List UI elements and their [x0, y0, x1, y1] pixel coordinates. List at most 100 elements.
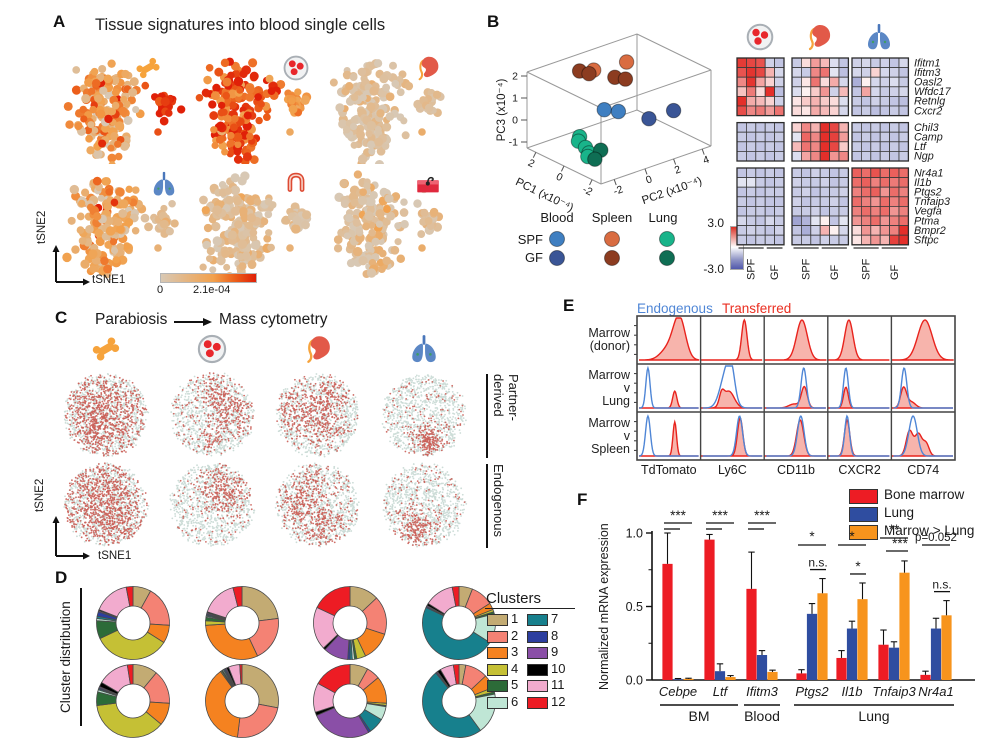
- tsne2-label-c: tSNE2: [34, 478, 46, 512]
- panel-c-grid: [60, 372, 472, 548]
- cluster-swatch-6: [487, 697, 508, 709]
- partner-derived-bar: [486, 374, 488, 458]
- lung-icon: [153, 171, 175, 196]
- svg-text:-2: -2: [612, 183, 625, 197]
- bar-legend-label-2: Marrow > Lung: [884, 523, 975, 538]
- panel-a-tsne-grid: [62, 52, 522, 290]
- tsne-plot-lung: [62, 168, 190, 288]
- bone-icon: [136, 57, 160, 79]
- tsne-plot-blood: [194, 52, 322, 166]
- cluster-distribution-label: Cluster distribution: [58, 601, 73, 713]
- expression-heatmap: SPF GF SPF GF SPF GF Ifitm1Ifitm3Oasl2Wfdc17Re…: [736, 23, 952, 280]
- endogenous-bar: [486, 464, 488, 548]
- svg-text:SPF: SPF: [746, 258, 758, 280]
- panel-a-label: A: [53, 12, 66, 31]
- cytometry-plot-partner-derived-blood: [170, 372, 255, 457]
- panel-a-title: Tissue signatures into blood single cell…: [95, 16, 386, 34]
- svg-text:Sftpc: Sftpc: [914, 235, 939, 247]
- cluster-swatch-9: [527, 647, 548, 660]
- tsne-svg-lung: [62, 171, 179, 288]
- clusters-legend-rule: [485, 608, 575, 609]
- tsne-svg-kidney: [329, 56, 445, 182]
- heat-colorbar-min: -3.0: [703, 262, 724, 276]
- svg-text:0: 0: [554, 171, 565, 184]
- cytometry-plot-partner-derived-kidney: [275, 373, 359, 458]
- panel-c-title-left: Parabiosis: [95, 311, 168, 328]
- svg-text:PC3 (x10⁻⁴): PC3 (x10⁻⁴): [496, 78, 508, 141]
- svg-text:-1: -1: [509, 137, 518, 149]
- cytometry-plot-partner-derived-bone-marrow: [63, 372, 150, 458]
- legend-col-lung: Lung: [648, 210, 678, 225]
- tsne-svg-intestine: [199, 171, 312, 281]
- histogram-row-label-1: Marrow v Lung: [588, 367, 630, 408]
- tsne-svg-blood: [195, 55, 312, 166]
- cluster-swatch-1: [487, 614, 508, 626]
- clusters-legend-title: Clusters: [486, 590, 542, 607]
- cluster-label-1: 1: [511, 611, 519, 626]
- blood-icon: [283, 55, 309, 81]
- svg-text:Ltf: Ltf: [914, 141, 927, 153]
- svg-text:4: 4: [702, 154, 712, 167]
- partner-derived-label: Partner-derived: [491, 374, 521, 421]
- cluster-swatch-7: [527, 614, 548, 626]
- heat-colorbar-max: 3.0: [707, 216, 724, 230]
- intestine-icon: [287, 172, 305, 192]
- cytometry-plot-endogenous-blood: [169, 462, 256, 547]
- svg-text:Retnlg: Retnlg: [914, 96, 945, 108]
- blood-icon: [746, 23, 774, 51]
- cytometry-plot-endogenous-lung: [382, 462, 468, 548]
- svg-text:Ifitm3: Ifitm3: [914, 67, 940, 79]
- bone-icon: [92, 337, 120, 361]
- panel-b-heatmap: SPF GF SPF GF SPF GF Ifitm1 Ifitm3 Oasl2 Wfdc17 Re…: [735, 18, 999, 305]
- cytometry-histogram-grid: TdTomato Ly6C CD11b CXCR2 CD74: [634, 315, 956, 477]
- cytometry-plot-endogenous-bone-marrow: [63, 462, 150, 547]
- svg-text:2: 2: [512, 71, 518, 83]
- cluster-label-7: 7: [551, 611, 559, 626]
- cluster-label-12: 12: [551, 694, 566, 709]
- cluster-swatch-10: [527, 663, 548, 676]
- donut-endogenous-kidney: [313, 664, 387, 738]
- panel-e-row-labels: Marrow (donor) Marrow v Lung Marrow v Spleen: [552, 316, 630, 466]
- tsne1-label-a: tSNE1: [92, 274, 126, 286]
- cytometry-plot-partner-derived-lung: [381, 374, 467, 458]
- cluster-label-8: 8: [551, 627, 559, 643]
- kidney-icon: [808, 25, 831, 51]
- transferred-legend-label: Transferred: [722, 301, 792, 316]
- cluster-swatch-12: [527, 697, 548, 709]
- y-axis-label-f: Normalized mRNA expression: [597, 523, 611, 691]
- expression-colorbar: [160, 273, 257, 283]
- svg-text:Ifitm1: Ifitm1: [914, 57, 940, 69]
- svg-text:SPF: SPF: [801, 258, 813, 280]
- panel-f-legend: Bone marrow Lung Marrow > Lung: [849, 487, 999, 545]
- endogenous-label: Endogenous: [491, 464, 506, 538]
- svg-text:Vegfa: Vegfa: [914, 206, 942, 218]
- tsne-svg-skin: [333, 170, 444, 290]
- svg-text:Ngp: Ngp: [914, 151, 934, 163]
- cluster-swatch-11: [527, 680, 548, 693]
- svg-text:1: 1: [512, 93, 518, 105]
- histogram-row-label-2: Marrow v Spleen: [588, 415, 630, 456]
- cluster-label-3: 3: [511, 644, 519, 660]
- panel-c-icons: [60, 332, 480, 368]
- endogenous-legend-label: Endogenous: [637, 301, 713, 316]
- svg-text:Cxcr2: Cxcr2: [914, 105, 942, 117]
- cluster-label-10: 10: [551, 660, 566, 676]
- bar-legend-swatch-2: [849, 525, 878, 540]
- donut-endogenous-bone-marrow: [96, 664, 170, 738]
- panel-b-label: B: [487, 12, 500, 31]
- tsne-plot-skin: [326, 168, 454, 290]
- panel-c-title-right: Mass cytometry: [219, 311, 328, 328]
- bar-legend-swatch-0: [849, 489, 878, 504]
- svg-text:GF: GF: [769, 264, 781, 280]
- lung-icon: [412, 335, 436, 363]
- histogram-row-label-0: Marrow (donor): [588, 326, 630, 353]
- panel-d-donuts: [95, 585, 497, 740]
- donut-endogenous-blood: [204, 664, 279, 738]
- panel-e-label: E: [563, 296, 575, 315]
- donut-partner-bone-marrow: [96, 586, 170, 660]
- panel-f-chart: 0.0 0.5 1.0 Cebpe Ltf Ifitm3 Ptgs2 Il1b Tnfaip3 N…: [612, 500, 999, 743]
- legend-col-spleen: Spleen: [591, 210, 633, 225]
- panel-c-label: C: [55, 308, 68, 327]
